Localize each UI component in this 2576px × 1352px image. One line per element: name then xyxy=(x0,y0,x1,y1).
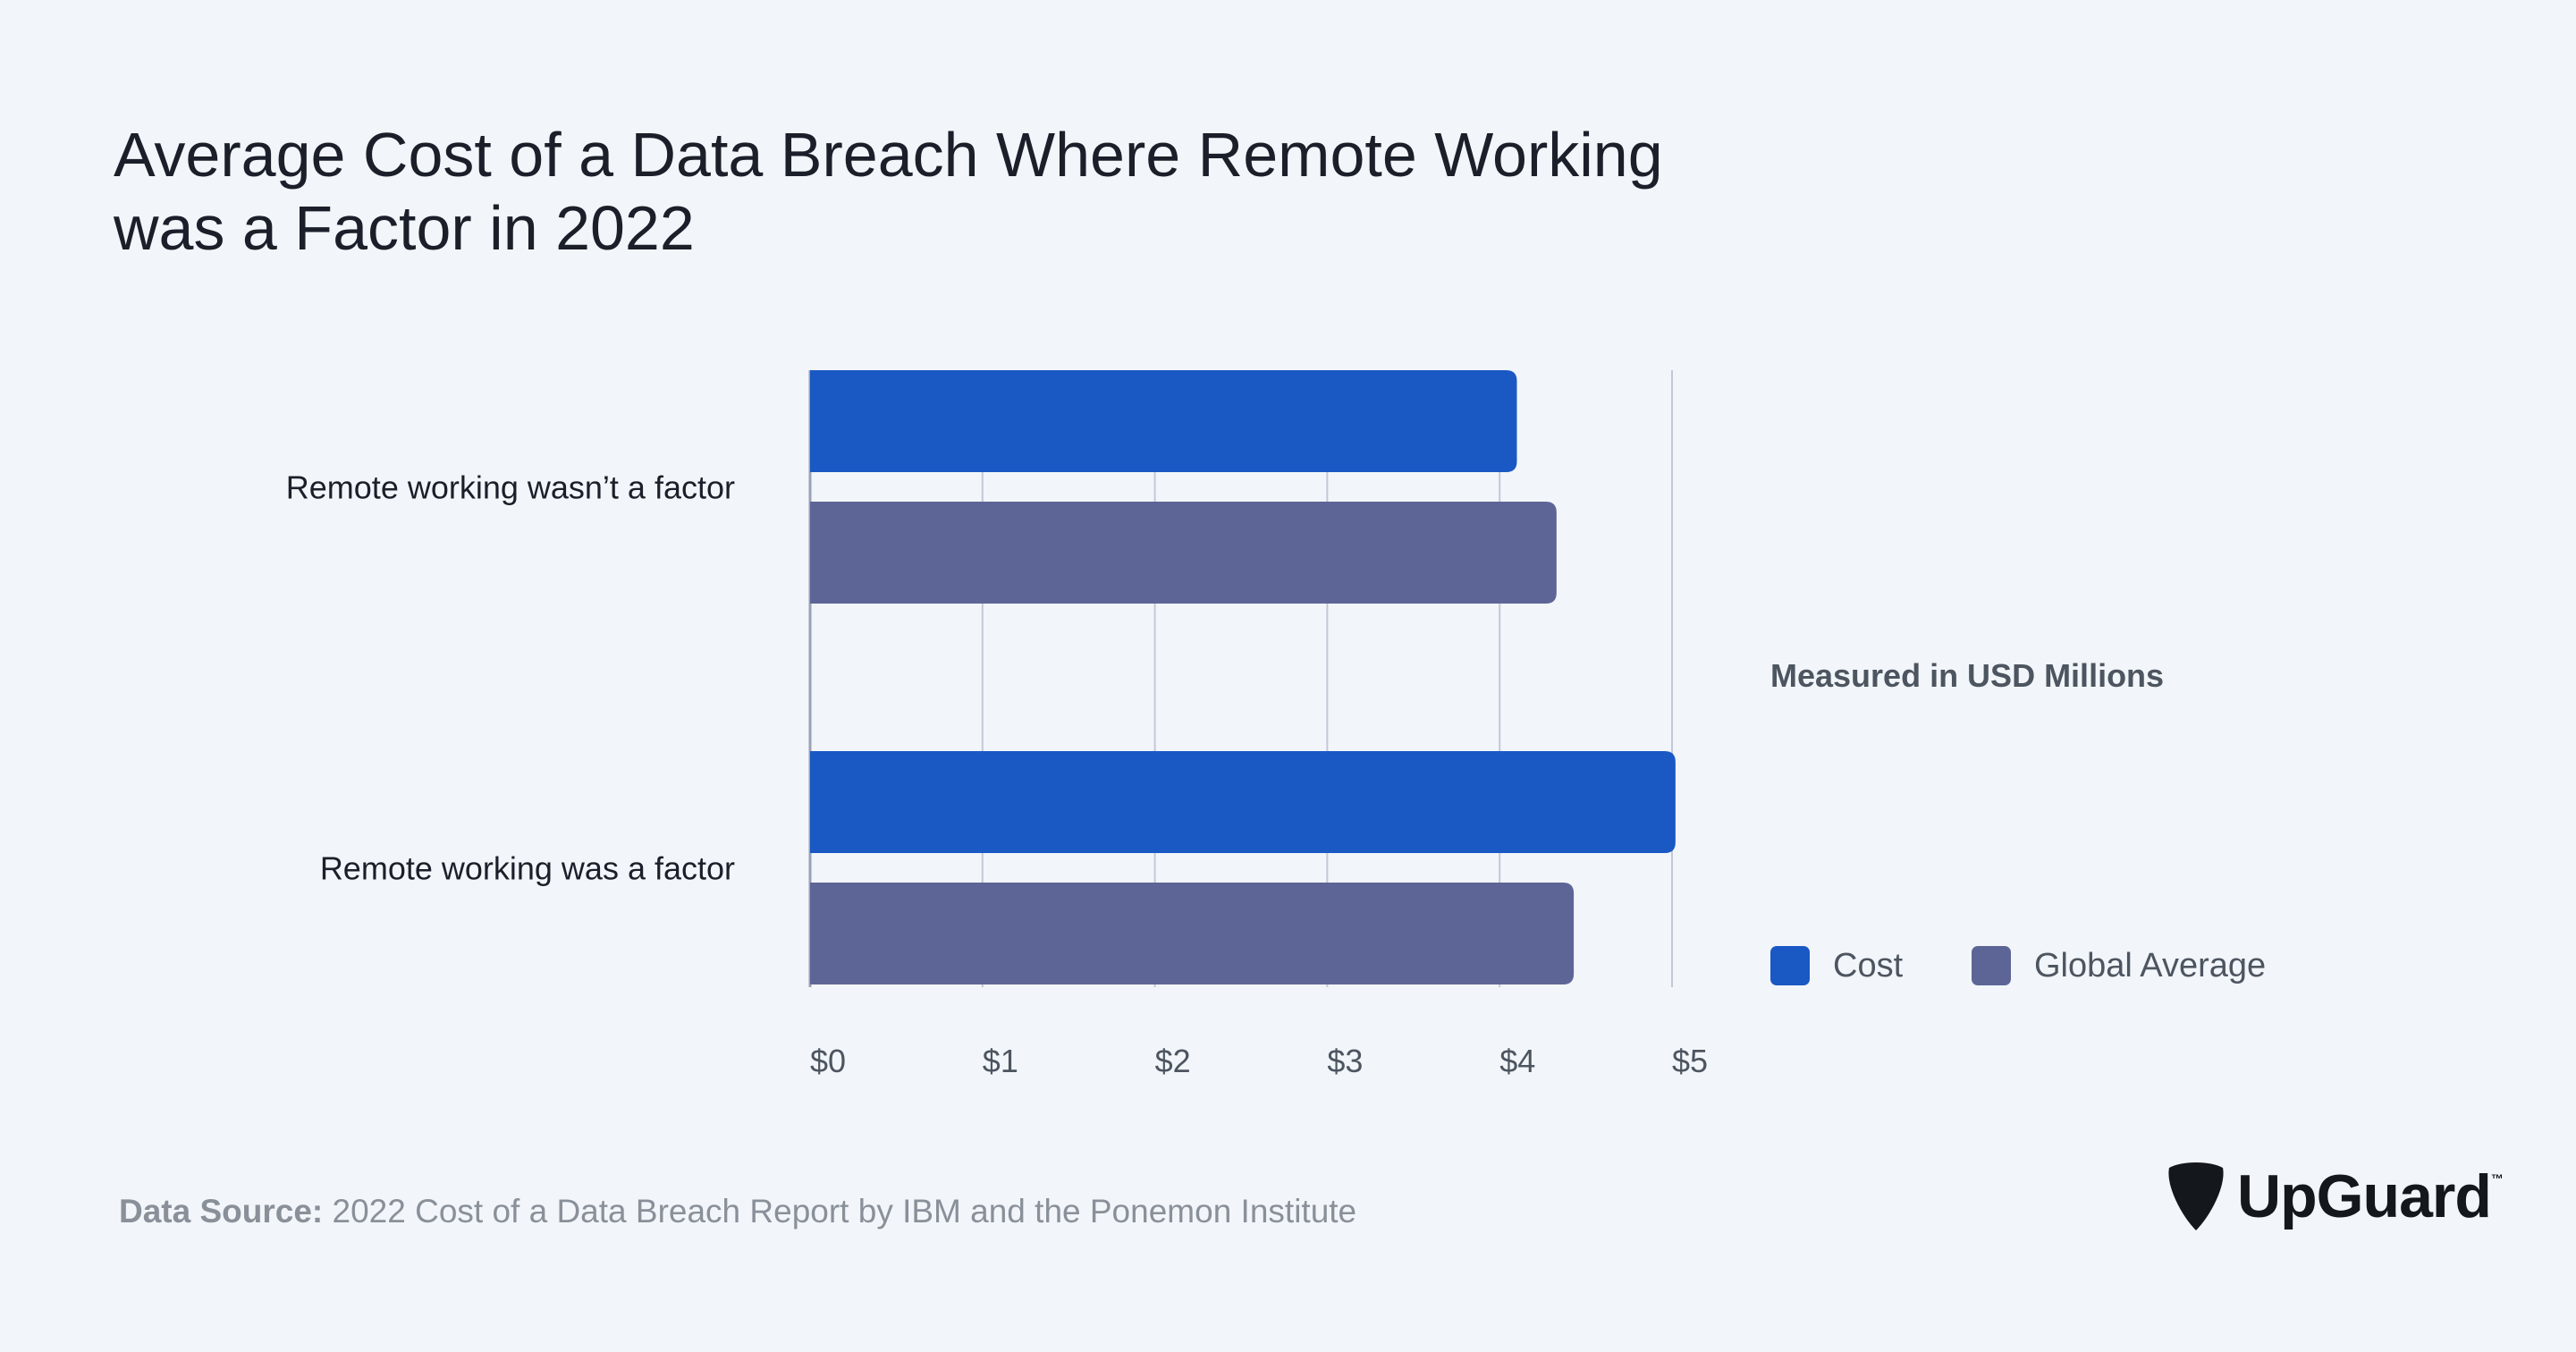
legend-item-global-average: Global Average xyxy=(1972,946,2266,985)
x-tick-label: $3 xyxy=(1327,1043,1363,1079)
logo-trademark: ™ xyxy=(2490,1171,2504,1186)
bar-global-average xyxy=(810,502,1557,604)
chart-title-line-1: Average Cost of a Data Breach Where Remo… xyxy=(114,120,1663,190)
logo-wordmark: UpGuard xyxy=(2237,1162,2492,1230)
data-source-text: 2022 Cost of a Data Breach Report by IBM… xyxy=(323,1193,1357,1229)
legend-swatch-cost xyxy=(1770,946,1810,985)
unit-note: Measured in USD Millions xyxy=(1770,657,2165,694)
chart-title: Average Cost of a Data Breach Where Remo… xyxy=(114,118,1663,265)
legend-swatch-global-average xyxy=(1972,946,2011,985)
upguard-logo: UpGuard ™ xyxy=(2164,1161,2504,1232)
data-source: Data Source: 2022 Cost of a Data Breach … xyxy=(119,1193,1356,1230)
x-tick-label: $4 xyxy=(1499,1043,1535,1079)
legend-label-cost: Cost xyxy=(1833,946,1904,984)
data-source-label: Data Source: xyxy=(119,1193,324,1229)
x-tick-label: $0 xyxy=(810,1043,846,1079)
category-label: Remote working wasn’t a factor xyxy=(286,469,735,506)
x-tick-label: $2 xyxy=(1155,1043,1191,1079)
guitar-pick-icon xyxy=(2168,1162,2224,1230)
bar-cost xyxy=(810,370,1517,472)
legend-item-cost: Cost xyxy=(1770,946,1903,985)
chart-title-line-2: was a Factor in 2022 xyxy=(114,193,695,263)
category-label: Remote working was a factor xyxy=(320,850,735,887)
bar-global-average xyxy=(810,883,1575,984)
x-tick-label: $1 xyxy=(983,1043,1018,1079)
x-tick-label: $5 xyxy=(1672,1043,1708,1079)
legend-label-global-average: Global Average xyxy=(2034,946,2267,984)
bar-cost xyxy=(810,751,1676,853)
